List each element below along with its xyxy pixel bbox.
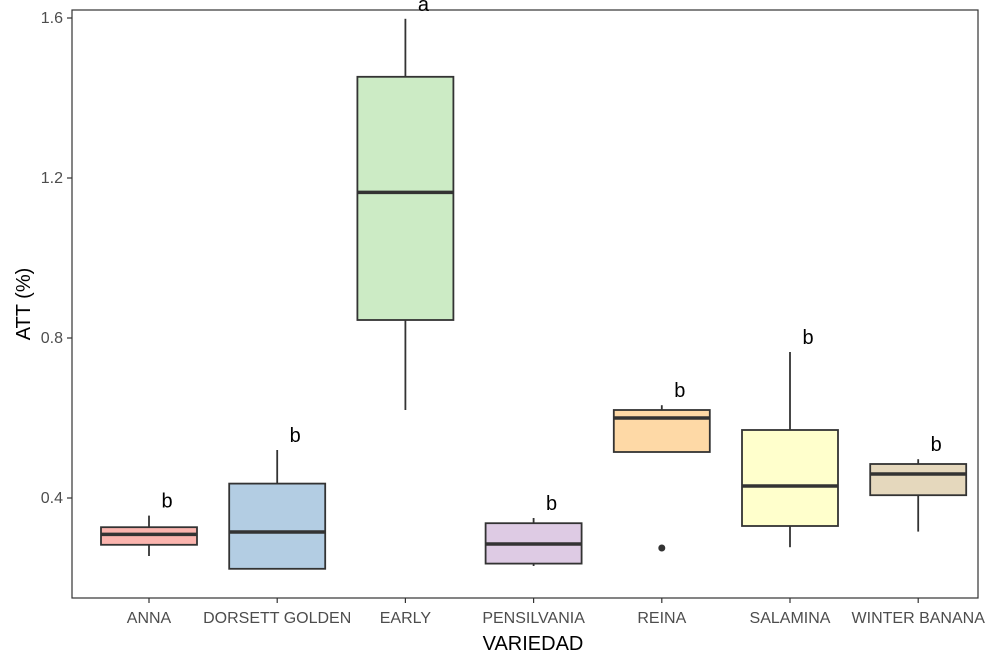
iqr-box — [741, 429, 839, 527]
box-dorsett-golden — [228, 450, 327, 570]
y-axis: 0.4 0.8 1.2 1.6 — [41, 10, 72, 507]
iqr-box — [228, 482, 327, 570]
box-winter-banana — [869, 459, 968, 532]
y-tick-label: 0.4 — [41, 490, 63, 507]
x-axis-title: VARIEDAD — [483, 633, 584, 655]
box-anna — [100, 515, 198, 556]
significance-letter: b — [802, 327, 813, 349]
plot-panel — [71, 9, 979, 599]
significance-letter: b — [674, 380, 685, 402]
box-salamina — [741, 352, 839, 548]
x-tick-label: REINA — [637, 610, 686, 627]
box-pensilvania — [484, 518, 583, 566]
box-early — [356, 18, 455, 410]
iqr-box — [869, 463, 968, 497]
significance-letter: b — [290, 425, 301, 447]
significance-letter: a — [418, 0, 430, 16]
box-reina — [612, 405, 711, 552]
boxes-layer — [100, 18, 968, 570]
y-tick-label: 1.6 — [41, 10, 63, 27]
x-tick-label: DORSETT GOLDEN — [203, 610, 351, 627]
significance-letter: b — [931, 434, 942, 456]
significance-letter: b — [546, 493, 557, 515]
iqr-box — [356, 75, 455, 321]
x-tick-label: PENSILVANIA — [482, 610, 585, 627]
x-axis: ANNA DORSETT GOLDEN EARLY PENSILVANIA REINA S… — [127, 598, 985, 627]
significance-letter: b — [161, 491, 172, 513]
x-tick-label: EARLY — [380, 610, 432, 627]
y-tick-label: 1.2 — [41, 170, 63, 187]
x-tick-label: WINTER BANANA — [852, 610, 986, 627]
y-tick-label: 0.8 — [41, 330, 63, 347]
significance-labels: b b a b b b b — [161, 0, 941, 515]
x-tick-label: ANNA — [127, 610, 172, 627]
outlier-point — [658, 544, 666, 552]
x-tick-label: SALAMINA — [750, 610, 831, 627]
y-axis-title: ATT (%) — [13, 268, 35, 341]
